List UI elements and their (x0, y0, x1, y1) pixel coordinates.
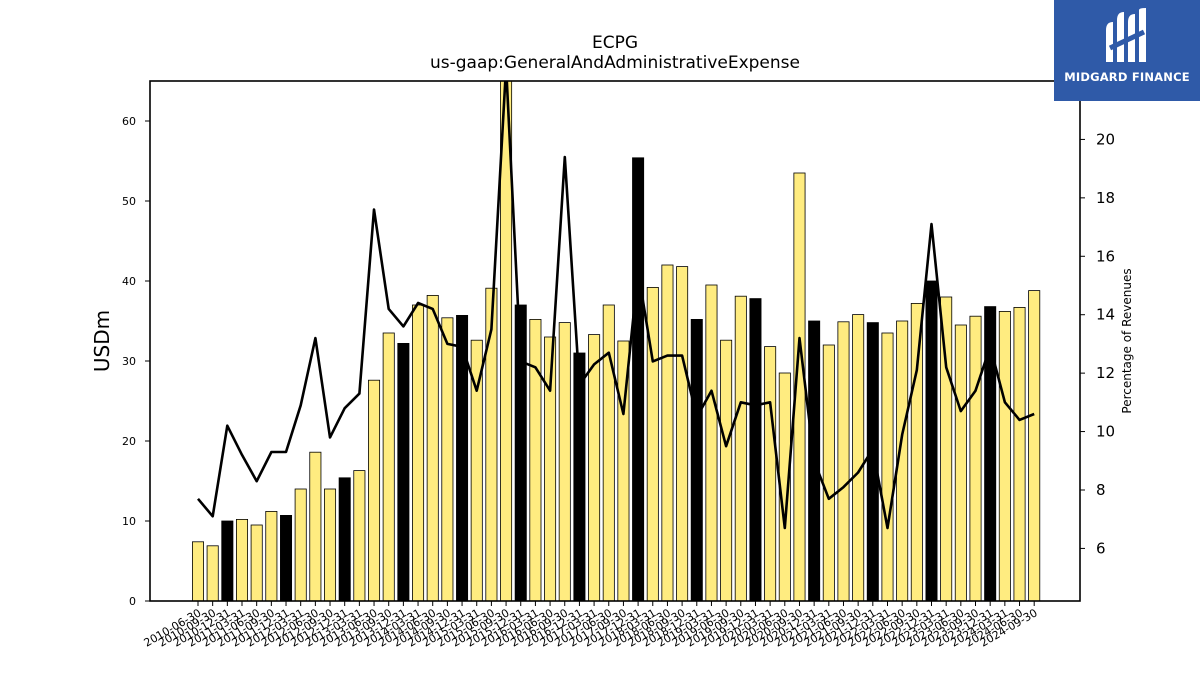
bar-2022-12-31 (925, 280, 938, 601)
bar-2017-03-31 (588, 334, 601, 601)
bar-2011-06-30 (250, 524, 263, 601)
y-axis-ticks: 0 10 20 30 40 50 60 (122, 115, 150, 608)
bar-2010-06-30 (191, 541, 204, 601)
y-tick-label: 30 (122, 355, 136, 368)
y2-tick-label: 6 (1096, 539, 1106, 557)
bar-2024-03-31 (998, 310, 1011, 601)
bar-2013-03-31 (353, 470, 366, 601)
midgard-logo-icon (1106, 8, 1146, 62)
bar-2017-06-30 (602, 304, 615, 601)
bar-2015-06-30 (485, 287, 498, 601)
midgard-logo: MIDGARD FINANCE (1054, 0, 1200, 101)
bar-2012-09-30 (324, 488, 337, 601)
bar-2024-06-30 (1013, 306, 1026, 601)
bar-2017-09-30 (617, 340, 630, 601)
chart-subtitle: us-gaap:GeneralAndAdministrativeExpense (430, 53, 800, 73)
bar-2022-09-30 (910, 302, 923, 601)
bar-2016-09-30 (558, 322, 571, 601)
y-tick-label: 50 (122, 195, 136, 208)
y2-tick-label: 18 (1096, 189, 1115, 207)
bar-2024-09-30 (1028, 290, 1041, 601)
bar-2020-03-31 (764, 346, 777, 601)
bar-2018-06-30 (661, 264, 674, 601)
bar-2023-12-31 (984, 306, 997, 601)
bar-2010-12-31 (221, 520, 234, 601)
y2-axis-ticks: 6 8 10 12 14 16 18 20 (1080, 130, 1115, 557)
y-tick-label: 0 (129, 595, 136, 608)
bar-2013-06-30 (368, 379, 381, 601)
y-axis-label: USDm (90, 310, 114, 372)
bar-2011-09-30 (265, 510, 278, 601)
bar-2022-06-30 (896, 320, 909, 601)
bar-2023-03-31 (940, 296, 953, 601)
bar-2022-03-31 (881, 332, 894, 601)
bar-2019-06-30 (720, 339, 733, 601)
bar-2012-03-31 (294, 488, 307, 601)
bar-2010-09-30 (206, 545, 219, 601)
logo-text: MIDGARD FINANCE (1064, 70, 1190, 84)
y-tick-label: 60 (122, 115, 136, 128)
bar-2019-03-31 (705, 284, 718, 601)
bar-2012-06-30 (309, 451, 322, 601)
y2-tick-label: 10 (1096, 423, 1115, 441)
bar-2023-09-30 (969, 315, 982, 601)
y2-tick-label: 8 (1096, 481, 1106, 499)
y2-tick-label: 12 (1096, 364, 1115, 382)
x-axis-ticks: 2010-06-302010-09-302010-12-312011-03-31… (142, 601, 1040, 650)
bar-2014-12-31 (456, 314, 469, 601)
y2-axis-label: Percentage of Revenues (1120, 268, 1134, 413)
y2-tick-label: 16 (1096, 247, 1115, 265)
bar-2015-03-31 (470, 339, 483, 601)
bar-2021-03-31 (822, 344, 835, 601)
bar-2019-12-31 (749, 298, 762, 601)
bar-2018-12-31 (690, 318, 703, 601)
bar-2014-06-30 (426, 294, 439, 601)
bar-2016-12-31 (573, 352, 586, 601)
y-tick-label: 10 (122, 515, 136, 528)
bar-2015-09-30 (500, 81, 513, 601)
bar-2018-09-30 (676, 266, 689, 601)
bar-2015-12-31 (514, 304, 527, 601)
bar-2016-03-31 (529, 318, 542, 601)
bar-2019-09-30 (734, 295, 747, 601)
bar-2023-06-30 (954, 324, 967, 601)
bar-2012-12-31 (338, 477, 351, 601)
plot-frame (149, 80, 1081, 602)
bar-2014-09-30 (441, 317, 454, 601)
bar-2014-03-31 (412, 304, 425, 601)
percentage-line (197, 81, 1035, 530)
line-series (197, 81, 1035, 530)
bar-2018-03-31 (646, 286, 659, 601)
y2-tick-label: 20 (1096, 130, 1115, 148)
bar-2013-12-31 (397, 342, 410, 601)
bar-2017-12-31 (632, 157, 645, 601)
bar-2021-09-30 (852, 314, 865, 601)
bar-2011-12-31 (280, 515, 293, 601)
bar-2011-03-31 (236, 519, 249, 601)
bar-2021-12-31 (866, 322, 879, 601)
y-tick-label: 20 (122, 435, 136, 448)
bar-2021-06-30 (837, 321, 850, 601)
bar-2016-06-30 (544, 336, 557, 601)
y2-tick-label: 14 (1096, 306, 1115, 324)
bar-group (191, 81, 1041, 601)
bar-2013-09-30 (382, 332, 395, 601)
y-tick-label: 40 (122, 275, 136, 288)
chart-title: ECPG (592, 33, 638, 53)
